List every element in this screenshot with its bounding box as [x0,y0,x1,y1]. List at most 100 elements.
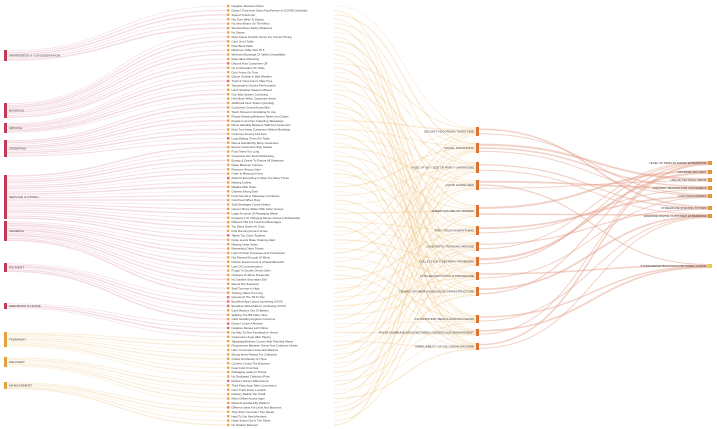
item-to-theme-link [333,231,477,281]
pain-point-label: Takeaway/Delivery Comes With Potential W… [232,339,294,343]
item-to-theme-link [333,170,477,369]
stage-to-item-link [6,223,228,250]
pain-point-bullet [227,79,230,83]
outcome-label: STREAMLINE QUEUING SYSTEM [661,206,707,210]
pain-point-bullet [227,48,230,52]
item-to-theme-link [333,111,477,345]
pain-point-bullet [227,9,230,12]
theme-label: INCONSISTENT MENUS ACROSS CHAINS [415,317,474,321]
pain-point-bullet [227,75,230,78]
theme-to-outcome-link [478,128,709,208]
theme-node [476,127,479,136]
item-to-theme-link [333,67,477,260]
item-to-theme-link [333,239,477,263]
pain-point-label: Staff Turnover Is High [232,286,260,290]
theme-to-outcome-link [478,160,709,250]
pain-point-label: Customers Linger After Paying [232,335,272,339]
theme-to-outcome-link [478,163,709,335]
item-to-theme-link [333,248,477,347]
pain-point-bullet [227,348,230,352]
pain-point-label: Lack Of Clear Processes And Procedures [232,251,286,255]
pain-point-bullet [227,13,230,17]
stage-to-item-link [6,236,228,285]
stage-to-item-link [6,53,228,113]
theme-to-outcome-link [478,264,709,275]
stage-to-item-link [6,172,228,189]
pain-point-label: Can't Get A Table [232,39,255,43]
stage-label: ARRIVAL [9,126,23,130]
pain-point-label: Don't Arrive On Time [232,70,259,74]
pain-point-label: Deposit Puts Customers Off [232,61,268,65]
stage-to-item-link [6,357,228,382]
stage-to-item-link [6,205,228,214]
stage-to-item-link [6,36,228,106]
pain-point-label: Customers Not Social Distancing [232,154,275,158]
stage-to-item-link [6,215,228,236]
pain-point-bullet [227,97,230,100]
stage-to-item-link [6,337,228,355]
pain-point-bullet [227,31,230,34]
theme-to-outcome-link [478,266,709,332]
item-to-theme-link [333,188,477,377]
stage-to-item-link [6,27,228,61]
stage-to-item-link [6,168,228,187]
stage-to-item-link [6,332,228,342]
pain-point-bullet [227,150,230,153]
item-to-theme-link [333,32,477,182]
stage-label: MANAGEMENT [9,384,32,388]
pain-point-label: Weekend Bookings Or Tables Unavailable [232,53,286,57]
theme-to-outcome-link [478,161,709,265]
item-to-theme-link [333,102,477,331]
pain-point-label: Uber Commission Fees Eat Margins [232,348,279,352]
theme-to-outcome-link [478,143,709,180]
pain-point-bullet [227,423,230,427]
stage-to-item-link [6,142,228,157]
stage-to-item-link [6,303,228,324]
outcome-label: ENHANCE DIGITAL CUSTOMER EXPERIENCE [644,214,707,218]
stage-to-item-link [6,226,228,258]
theme-node [476,242,479,251]
pain-point-label: Asked If Everything Is Okay Too Many Tim… [232,176,290,180]
item-to-theme-link [333,215,477,386]
item-to-theme-link [333,49,477,228]
pain-point-bullet [227,300,230,303]
pain-point-label: Requirement Between Owner And Customer N… [232,344,299,348]
stage-to-item-link [6,62,228,116]
item-to-theme-link [333,131,477,236]
pain-point-label: Cash Handling Hygiene Concerns [232,317,276,321]
pain-point-bullet [227,190,230,193]
theme-label: COLLECTION & DELIVERY PROBLEMS [419,260,474,264]
item-to-theme-link [333,124,477,261]
pain-point-label: No Dedicated Collection Point [232,375,271,379]
stage-to-item-link [6,49,228,111]
pain-point-bullet [227,128,230,131]
theme-node [476,272,479,280]
theme-label: COVID GUIDELINES [445,183,474,187]
pain-point-bullet [227,375,230,378]
stage-to-item-link [6,264,228,302]
stage-to-item-link [6,71,228,125]
pain-point-bullet [227,287,230,290]
stage-to-item-link [6,120,228,149]
theme-node [476,226,479,235]
item-to-theme-link [333,181,477,262]
item-to-theme-link [333,98,477,208]
pain-point-bullet [227,66,230,69]
pain-point-label: Queue Outside In Bad Weather [232,75,272,79]
pain-point-bullet [227,62,230,65]
item-to-theme-link [333,167,477,254]
item-to-theme-link [333,106,477,229]
stage-node [4,123,7,133]
pain-point-label: Must Have A Booking [232,57,260,61]
stage-to-item-link [6,133,228,154]
item-to-theme-link [333,169,477,311]
item-to-theme-link [333,80,477,165]
pain-point-label: Cannot Share Tables With Other Groups [232,207,284,211]
pain-point-bullet [227,176,230,180]
pain-point-label: People Weaving Between Tables And Chairs [232,114,290,118]
pain-point-label: Lack Of Communication [232,264,263,268]
pain-point-bullet [227,379,230,383]
stage-to-item-link [6,203,228,210]
pain-point-label: Maximum Table Size Of 6 [232,48,265,52]
pain-point-bullet [227,295,230,299]
